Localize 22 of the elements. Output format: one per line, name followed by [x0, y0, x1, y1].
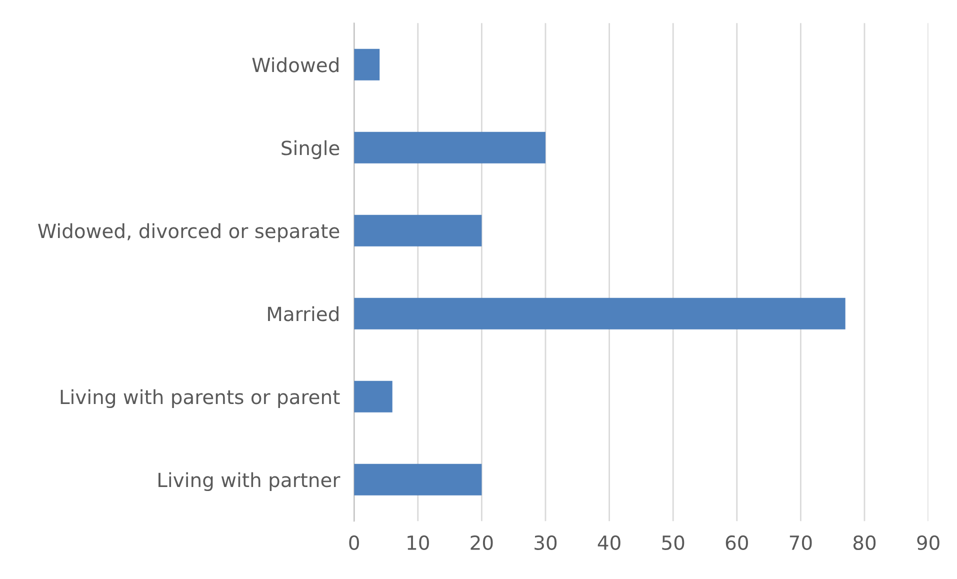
x-tick-label: 80: [853, 535, 876, 550]
x-tick-label: 0: [349, 535, 359, 550]
x-tick-label: 90: [917, 535, 940, 550]
y-tick-label: Single: [282, 140, 340, 160]
x-tick-label: 70: [790, 535, 812, 550]
y-tick-label: Widowed: [252, 57, 338, 72]
x-tick-label: 10: [408, 535, 429, 550]
y-tick-label: Married: [268, 306, 338, 322]
bar: [354, 132, 546, 164]
y-tick-label: Widowed, divorced or separate: [38, 223, 340, 242]
bar: [354, 298, 846, 330]
bar: [354, 380, 392, 412]
bar: [354, 48, 380, 80]
x-tick-label: 40: [598, 535, 620, 550]
y-tick-label: Living with partner: [158, 472, 340, 492]
bar: [354, 214, 482, 246]
x-tick-label: 30: [534, 535, 557, 550]
x-tick-label: 20: [470, 535, 493, 550]
x-tick-label: 50: [662, 535, 684, 550]
y-tick-label: Living with parents or parent: [60, 389, 340, 408]
bar: [354, 464, 482, 496]
x-tick-label: 60: [726, 535, 748, 550]
